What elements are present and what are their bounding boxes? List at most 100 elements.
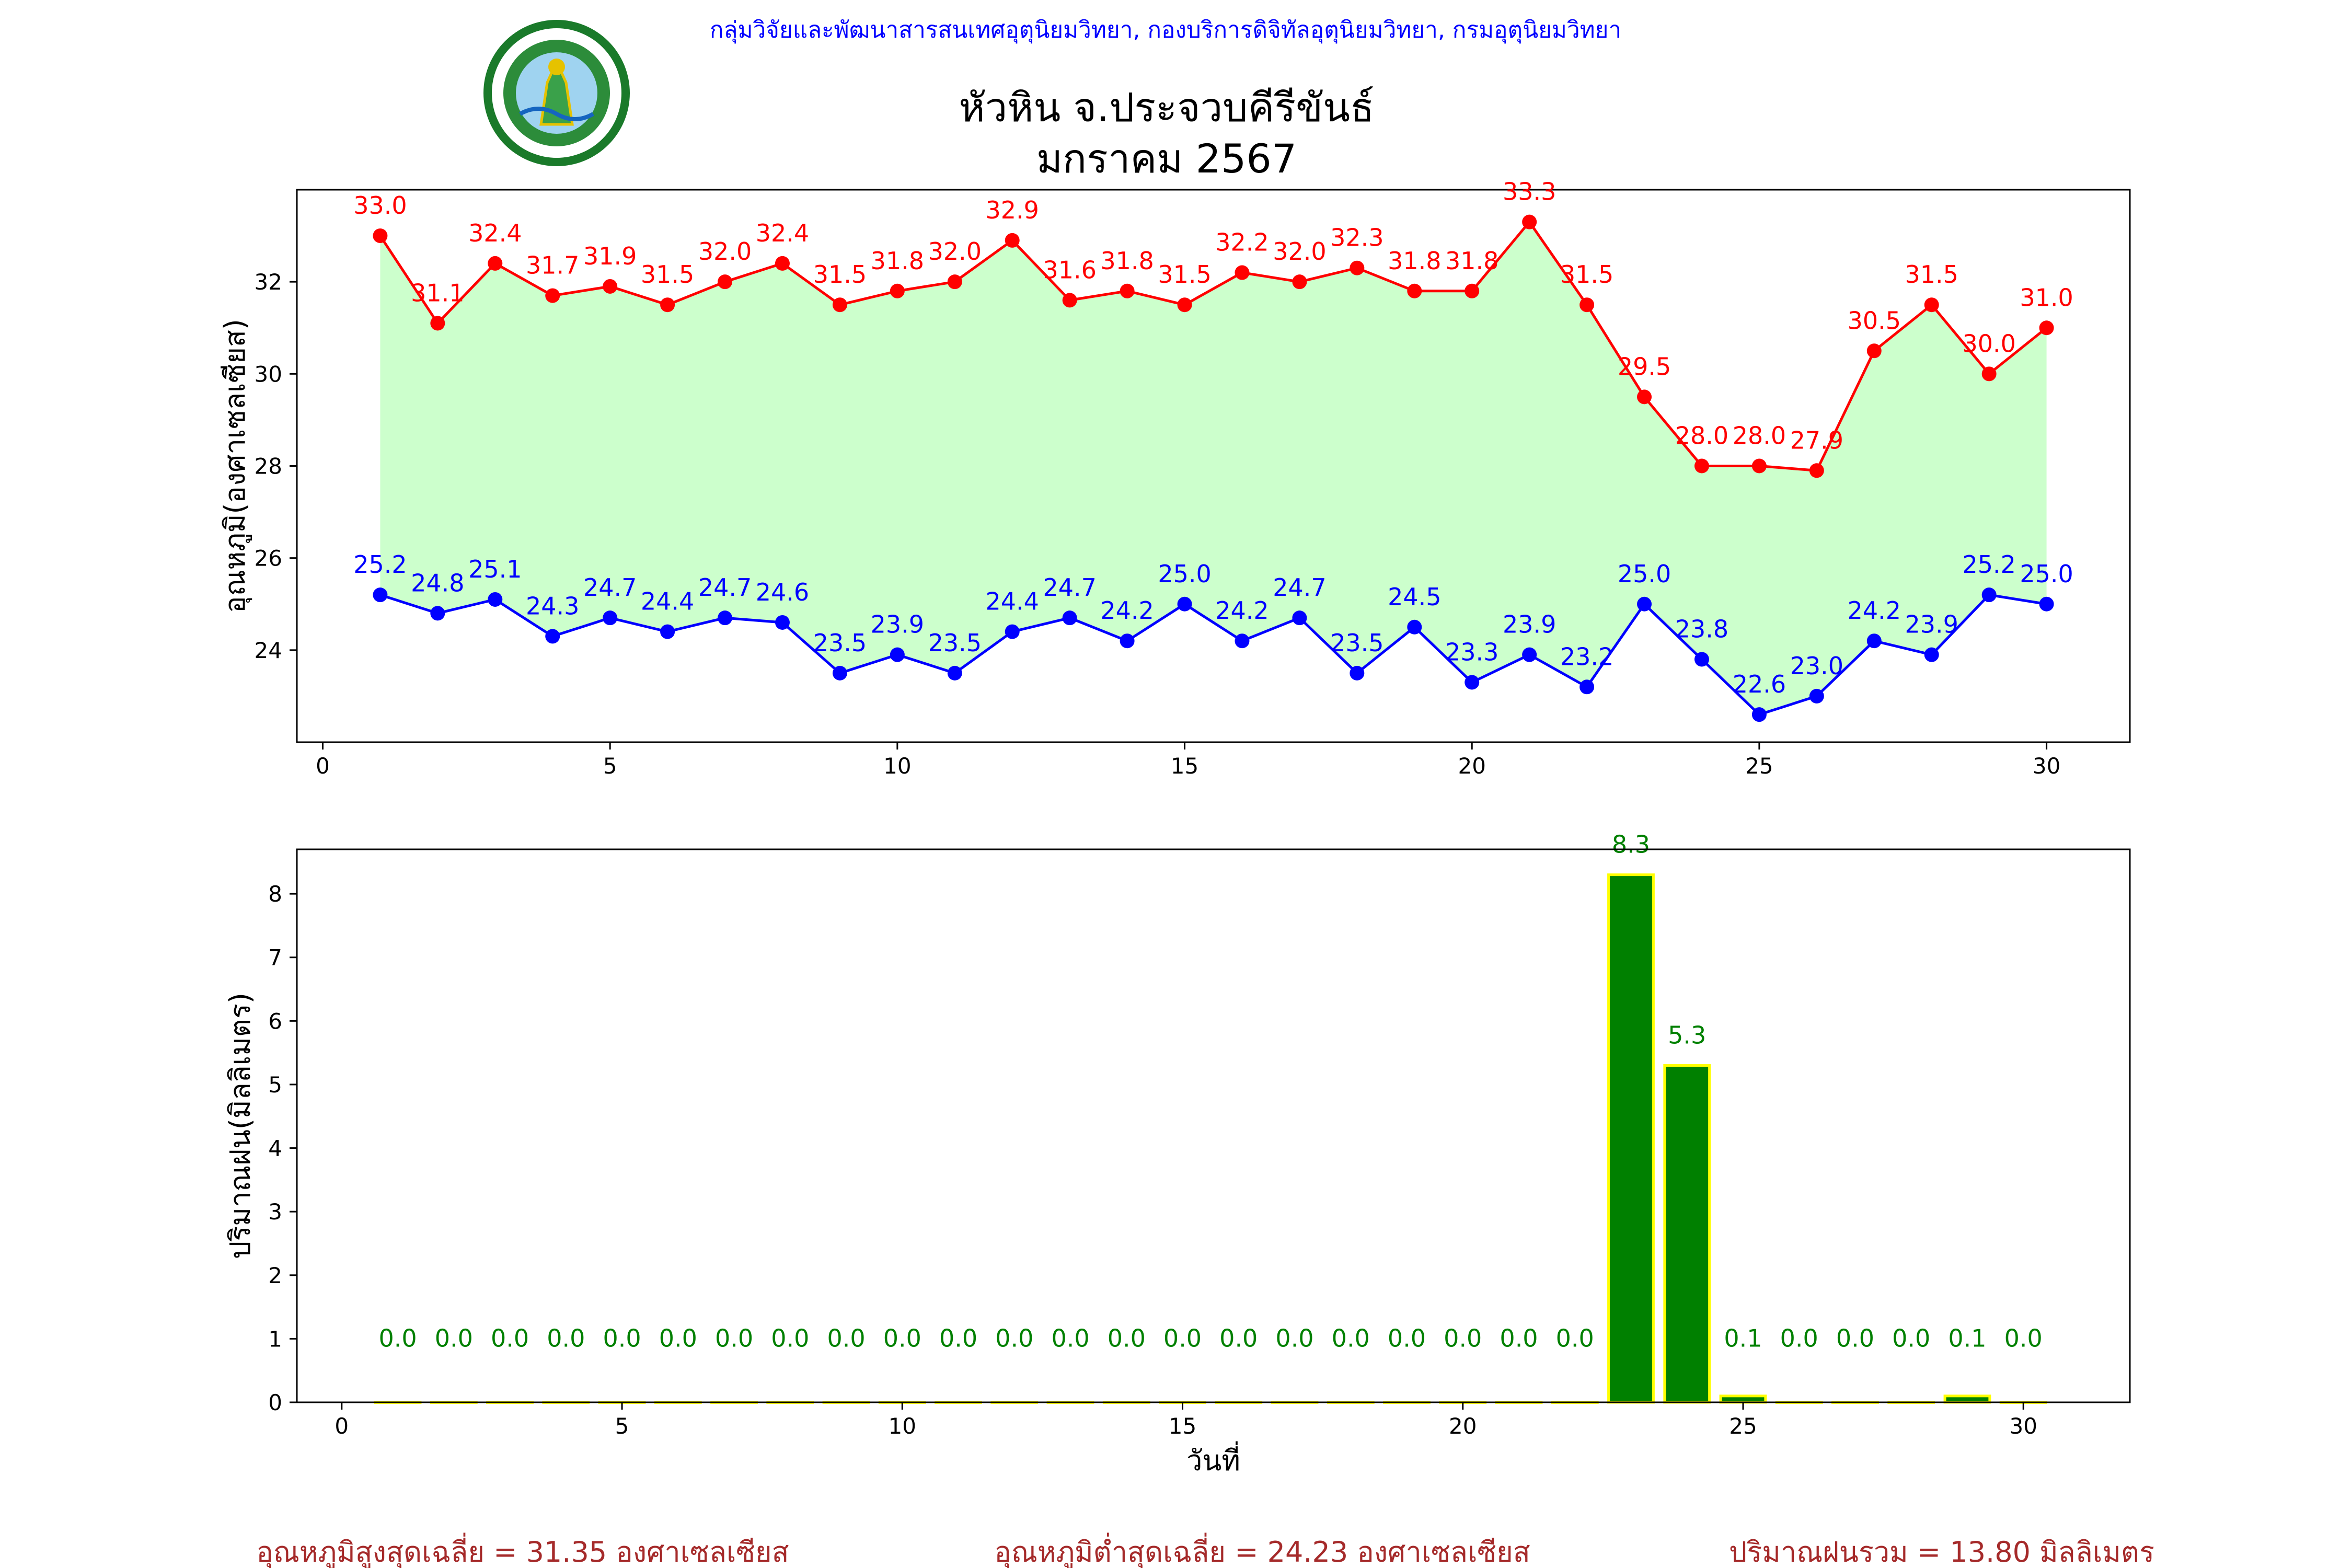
- y-tick-label: 26: [255, 546, 282, 571]
- max-temperature-label: 31.5: [1560, 260, 1613, 289]
- min-temperature-point: [1465, 675, 1480, 690]
- max-temperature-point: [1350, 260, 1365, 275]
- rain-bar-label: 0.0: [1051, 1324, 1089, 1352]
- y-tick-label: 32: [255, 269, 282, 295]
- min-temperature-label: 24.6: [756, 578, 809, 606]
- min-temperature-point: [1350, 665, 1365, 681]
- min-temperature-label: 23.5: [928, 629, 982, 657]
- min-temperature-point: [660, 624, 675, 639]
- rain-bar-label: 0.0: [1163, 1324, 1202, 1352]
- y-tick-label: 8: [268, 881, 282, 907]
- min-temperature-point: [603, 610, 618, 626]
- temperature-chart: 0 5 10 15 20 25 30 24 26 28 30 32อุณหภูมิ(องศาเซลเซ…: [218, 178, 2131, 779]
- max-temperature-point: [2039, 320, 2054, 336]
- x-tick-label: 20: [1458, 753, 1485, 779]
- rain-bar-label: 0.0: [603, 1324, 641, 1352]
- min-temperature-label: 25.1: [468, 555, 522, 583]
- max-temperature-point: [430, 316, 445, 331]
- min-temperature-label: 23.8: [1675, 615, 1728, 643]
- min-temperature-point: [1579, 679, 1595, 695]
- min-temperature-label: 25.0: [1158, 560, 1211, 588]
- min-temperature-label: 24.7: [583, 573, 637, 602]
- max-temperature-label: 31.5: [1905, 260, 1958, 289]
- y-tick-label: 7: [268, 945, 282, 971]
- min-temperature-point: [373, 587, 388, 603]
- max-temperature-label: 32.4: [468, 219, 522, 247]
- max-temperature-point: [1522, 214, 1537, 229]
- min-temperature-point: [1866, 633, 1882, 649]
- min-temperature-label: 23.9: [871, 610, 924, 639]
- rain-bar-label: 0.0: [1388, 1324, 1426, 1352]
- max-temperature-label: 31.8: [1445, 247, 1498, 275]
- agency-line: กลุ่มวิจัยและพัฒนาสารสนเทศอุตุนิยมวิทยา,…: [710, 17, 1621, 44]
- rain-bar-label: 0.0: [1108, 1324, 1146, 1352]
- y-tick-label: 24: [255, 638, 282, 663]
- max-temperature-point: [1924, 297, 1939, 313]
- max-temperature-point: [1637, 389, 1652, 405]
- rain-bar-label: 0.0: [1219, 1324, 1258, 1352]
- rain-bar-label: 0.0: [827, 1324, 865, 1352]
- rain-bar-label: 0.0: [378, 1324, 417, 1352]
- max-temperature-label: 30.0: [1962, 329, 2015, 358]
- max-temperature-point: [660, 297, 675, 313]
- rain-bar-label: 0.0: [995, 1324, 1033, 1352]
- max-temperature-point: [1005, 233, 1020, 248]
- min-temperature-label: 24.7: [1043, 573, 1096, 602]
- max-temperature-point: [1177, 297, 1192, 313]
- min-temperature-label: 25.2: [353, 550, 407, 579]
- max-temperature-point: [1465, 283, 1480, 298]
- max-temperature-point: [1062, 293, 1077, 308]
- max-temperature-label: 31.1: [411, 279, 464, 307]
- min-temperature-label: 24.3: [526, 592, 579, 620]
- min-temperature-label: 24.5: [1388, 583, 1441, 611]
- avg-min-summary: อุณหภูมิต่ำสุดเฉลี่ย = 24.23 องศาเซลเซีย…: [994, 1532, 1530, 1568]
- x-tick-label: 5: [615, 1413, 629, 1439]
- max-temperature-point: [545, 288, 560, 303]
- max-temperature-point: [373, 228, 388, 244]
- min-temperature-point: [1924, 647, 1939, 662]
- rain-bar-label: 0.0: [1556, 1324, 1594, 1352]
- min-temperature-label: 25.0: [1618, 560, 1671, 588]
- min-temperature-label: 24.4: [641, 587, 694, 616]
- rain-bar-label: 0.0: [1780, 1324, 1818, 1352]
- logo-waves: [519, 107, 594, 121]
- rain-bar-label: 0.0: [1836, 1324, 1874, 1352]
- rain-total-summary: ปริมาณฝนรวม = 13.80 มิลลิเมตร: [1729, 1536, 2154, 1568]
- max-temperature-label: 31.8: [871, 247, 924, 275]
- min-temperature-label: 23.9: [1905, 610, 1958, 639]
- max-temperature-point: [1981, 366, 1997, 382]
- max-temperature-point: [832, 297, 847, 313]
- min-temperature-label: 24.7: [1273, 573, 1326, 602]
- rain-bar-label: 0.0: [1275, 1324, 1313, 1352]
- min-temperature-point: [1235, 633, 1250, 649]
- max-temperature-point: [1751, 458, 1767, 474]
- min-temperature-point: [1981, 587, 1997, 603]
- min-temperature-label: 22.6: [1733, 670, 1786, 698]
- y-tick-label: 30: [255, 361, 282, 387]
- max-temperature-label: 31.7: [526, 251, 579, 280]
- x-tick-label: 25: [1745, 753, 1773, 779]
- rain-bar: [1943, 1394, 1991, 1404]
- max-temperature-point: [1292, 274, 1307, 290]
- min-temperature-label: 24.2: [1215, 596, 1269, 625]
- min-temperature-point: [488, 592, 503, 607]
- max-temperature-label: 31.5: [813, 260, 867, 289]
- max-temperature-label: 32.0: [928, 237, 982, 266]
- rain-bar-label: 0.0: [715, 1324, 753, 1352]
- rain-bar-label: 0.0: [2004, 1324, 2043, 1352]
- rain-bar-label: 0.0: [547, 1324, 585, 1352]
- max-temperature-label: 33.0: [353, 191, 407, 220]
- max-temperature-point: [947, 274, 962, 290]
- x-tick-label: 15: [1169, 1413, 1196, 1439]
- max-temperature-line: [379, 220, 2048, 472]
- y-tick-label: 28: [255, 454, 282, 479]
- max-temperature-label: 29.5: [1618, 352, 1671, 381]
- min-temperature-point: [1637, 596, 1652, 612]
- min-temperature-point: [832, 665, 847, 681]
- min-temperature-label: 24.8: [411, 569, 464, 597]
- max-temperature-label: 31.0: [2020, 283, 2073, 312]
- avg-max-summary: อุณหภูมิสูงสุดเฉลี่ย = 31.35 องศาเซลเซีย…: [256, 1532, 789, 1568]
- max-temperature-point: [1407, 283, 1422, 298]
- y-tick-label: 3: [268, 1199, 282, 1225]
